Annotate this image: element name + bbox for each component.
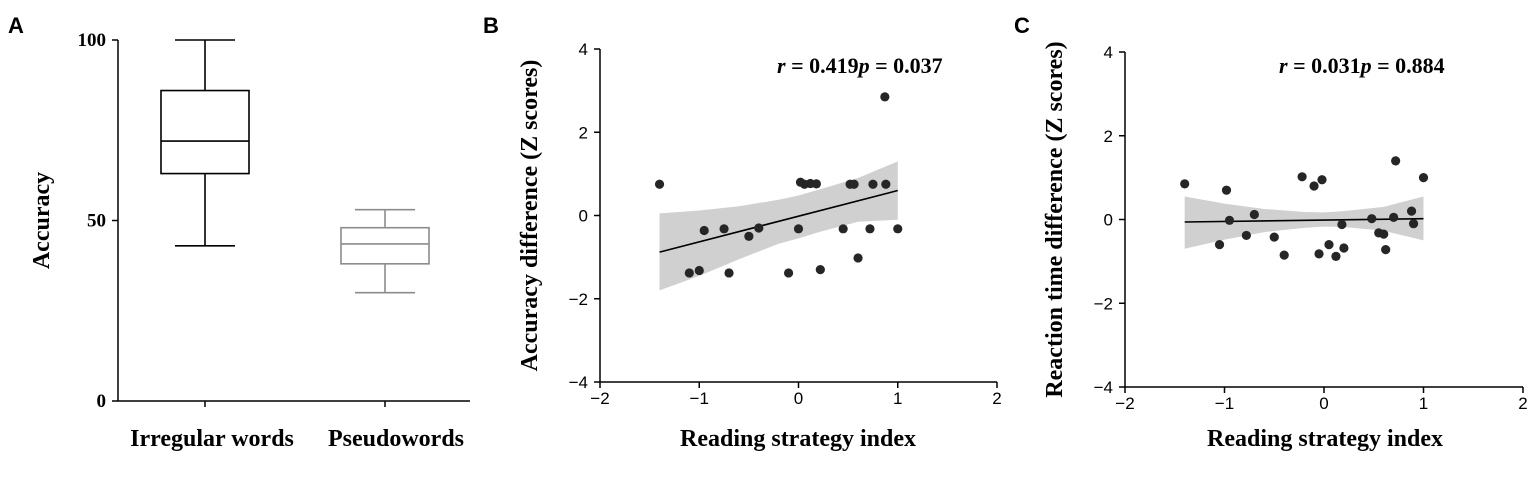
data-point: [849, 179, 859, 189]
x-tick-label: 0: [1319, 394, 1328, 413]
data-point: [1224, 215, 1235, 225]
y-tick-label: 4: [1104, 43, 1113, 62]
x-tick-label: 1: [1419, 394, 1428, 413]
data-point: [1297, 172, 1307, 182]
y-tick-label: 2: [1104, 127, 1113, 146]
stats-annotation: r = 0.031p = 0.884: [1279, 53, 1445, 78]
data-point: [744, 231, 754, 241]
data-point: [1381, 245, 1391, 255]
data-point: [1241, 230, 1251, 241]
x-category-label: Pseudowords: [328, 426, 464, 452]
data-point: [1391, 156, 1401, 166]
x-tick-label: 2: [1518, 394, 1527, 413]
panel-a-boxplot: 0 50 100 Accuracy Irregular words Pseudowords: [29, 30, 470, 452]
y-tick-label: 100: [78, 30, 107, 51]
panel-letter-b: B: [483, 13, 499, 38]
data-point: [1279, 250, 1289, 260]
data-point: [783, 268, 794, 278]
data-point: [1408, 219, 1419, 229]
y-tick-label: 0: [1104, 211, 1113, 230]
annotation-p-label: p: [857, 53, 870, 78]
x-category-label: Irregular words: [130, 426, 294, 452]
panel-letter-a: A: [8, 13, 24, 38]
annotation-p-label: p: [1359, 53, 1372, 78]
data-point: [1418, 173, 1429, 183]
data-point: [1269, 232, 1279, 242]
data-point: [1249, 209, 1259, 220]
data-point: [1309, 181, 1319, 191]
x-tick-label: −2: [590, 389, 609, 408]
y-axis-title: Reaction time difference (Z scores): [1042, 41, 1068, 397]
x-axis-title: Reading strategy index: [1207, 426, 1443, 452]
panel-letter-c: C: [1014, 13, 1030, 38]
y-tick-label: −2: [569, 290, 588, 309]
data-point: [868, 179, 878, 189]
regression-line: [659, 189, 898, 253]
y-tick-label: −4: [1094, 378, 1113, 397]
y-tick-label: 0: [579, 207, 588, 226]
data-point: [1339, 243, 1349, 253]
data-point: [1379, 229, 1389, 239]
box-body: [160, 89, 250, 175]
data-point: [1324, 240, 1334, 250]
data-point: [754, 223, 764, 233]
x-tick-label: 2: [992, 389, 1001, 408]
x-tick-label: 1: [893, 389, 902, 408]
data-point: [865, 224, 875, 234]
y-tick-label: −4: [569, 373, 588, 392]
data-point: [684, 268, 694, 278]
data-point: [881, 179, 891, 189]
data-point: [1406, 206, 1417, 216]
data-point: [853, 253, 863, 263]
x-tick-label: −1: [1215, 394, 1234, 413]
data-point: [694, 265, 704, 276]
y-tick-label: 0: [97, 391, 107, 412]
data-point: [880, 92, 890, 102]
regression-line: [1184, 217, 1424, 223]
x-tick-label: −1: [690, 389, 709, 408]
data-point: [1367, 214, 1377, 224]
data-point: [1389, 212, 1399, 223]
data-point: [838, 224, 848, 234]
data-point: [654, 179, 665, 189]
data-point: [893, 224, 903, 234]
confidence-band: [659, 161, 898, 291]
x-tick-label: 0: [794, 389, 803, 408]
data-point: [815, 265, 825, 275]
box-body: [340, 226, 430, 265]
y-tick-label: 50: [87, 211, 106, 232]
data-point: [1314, 249, 1324, 259]
data-point: [1317, 175, 1327, 185]
data-point: [811, 179, 821, 189]
annotation-r-text: = 0.419: [786, 53, 859, 78]
data-point: [1337, 219, 1347, 230]
x-axis-title: Reading strategy index: [680, 426, 916, 452]
y-tick-label: 2: [579, 123, 588, 142]
annotation-p-text: = 0.037: [870, 53, 943, 78]
data-point: [1331, 251, 1341, 261]
y-axis-title: Accuracy: [29, 172, 55, 269]
annotation-p-text: = 0.884: [1372, 53, 1445, 78]
annotation-r-text: = 0.031: [1288, 53, 1361, 78]
annotation-r-label: r: [777, 53, 786, 78]
stats-annotation: r = 0.419p = 0.037: [777, 53, 943, 78]
data-point: [1214, 240, 1225, 250]
data-point: [699, 225, 709, 236]
y-axis-title: Accuracy difference (Z scores): [517, 60, 543, 372]
annotation-r-label: r: [1279, 53, 1288, 78]
data-point: [1221, 185, 1232, 195]
y-tick-label: 4: [579, 40, 588, 59]
x-tick-label: −2: [1115, 394, 1134, 413]
data-point: [793, 224, 804, 234]
data-point: [724, 268, 734, 278]
y-tick-label: −2: [1094, 294, 1113, 313]
data-point: [719, 224, 729, 234]
data-point: [1180, 179, 1190, 189]
